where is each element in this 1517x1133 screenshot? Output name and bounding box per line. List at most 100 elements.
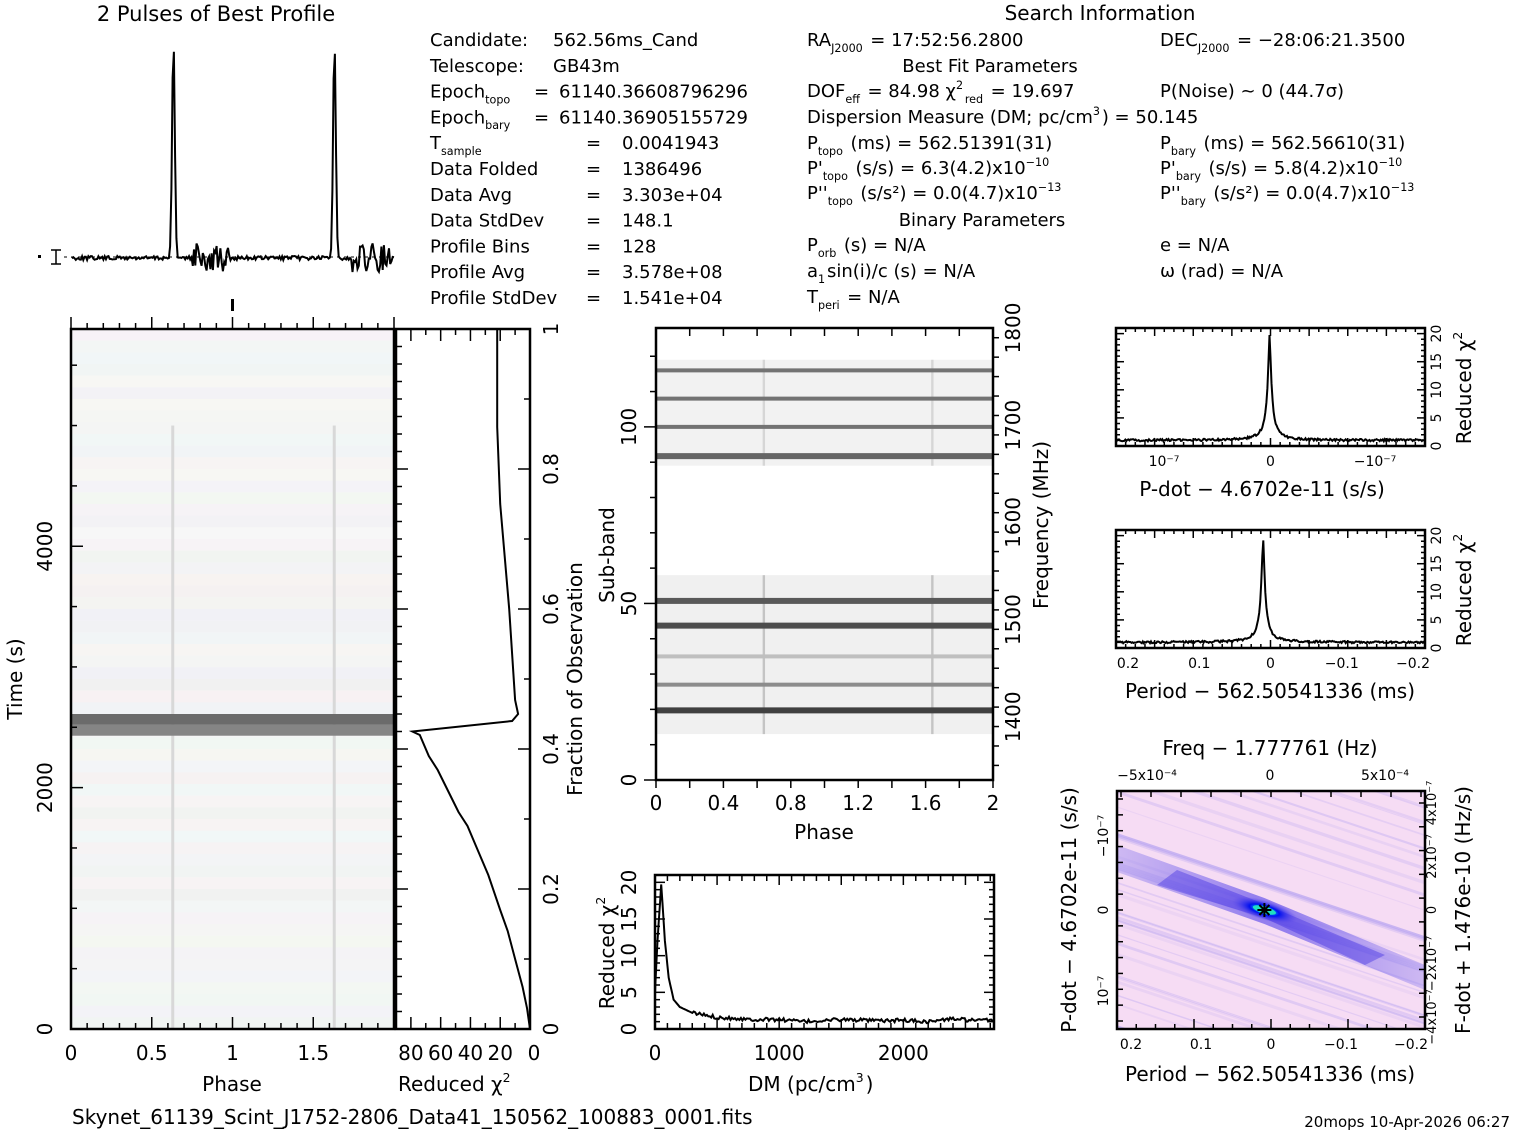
heatmap-row (71, 889, 394, 901)
y-tick-label: 100 (617, 408, 641, 446)
subscript: topo (818, 145, 843, 158)
orbital-period: Porb (s) = N/A (807, 235, 926, 260)
superscript: −10 (1026, 156, 1050, 169)
info-value: 128 (622, 236, 656, 257)
plane-streak (1117, 980, 1263, 1029)
plane-streak (1117, 832, 1425, 938)
y-tick-label: 10⁻⁷ (1096, 976, 1112, 1007)
subscript: J2000 (830, 42, 863, 55)
heatmap-row (71, 830, 394, 843)
y-tick-label: 1 (539, 323, 563, 336)
plane-streak (1117, 832, 1425, 939)
text-span: Epoch (430, 107, 485, 128)
heatmap-row (71, 854, 394, 866)
y-tick-label: 20 (1429, 325, 1445, 343)
plane-streak (1224, 791, 1425, 859)
subband-rfi-band (656, 424, 993, 429)
subscript: bary (485, 119, 511, 132)
heatmap-row (71, 457, 394, 469)
y-tick-label: 10 (1429, 583, 1445, 601)
x-axis-label: Phase (202, 1072, 262, 1096)
y2-tick-label: 2x10⁻⁷ (1425, 834, 1440, 879)
subscript: red (965, 93, 983, 106)
heatmap-row (71, 959, 394, 971)
heatmap-row (71, 329, 394, 341)
y-axis-label: P-dot − 4.6702e-11 (s/s) (1057, 787, 1081, 1033)
x-tick-label: 0.8 (775, 791, 807, 815)
y2-axis-label: F-dot + 1.476e-10 (Hz/s) (1451, 786, 1475, 1034)
text-span: P' (807, 158, 823, 179)
y2-tick-label: 4x10⁻⁷ (1425, 781, 1440, 826)
y-axis-label: Time (s) (3, 638, 27, 720)
info-eq: = (534, 107, 549, 128)
text-span: T (806, 287, 819, 308)
info-eq: = (586, 159, 601, 180)
info-label: Profile Avg (430, 262, 525, 283)
plane-streak (1378, 791, 1425, 807)
pddot-topo: P''topo (s/s²) = 0.0(4.7)x10−13 (807, 181, 1063, 208)
plane-content (1117, 791, 1425, 1029)
chi2-curve (1115, 540, 1426, 646)
y-tick-label: 0 (617, 774, 641, 787)
info-label: Profile Bins (430, 236, 530, 257)
y2-tick-label: 1600 (1001, 497, 1025, 548)
y2-tick-label: −2x10⁻⁷ (1425, 936, 1440, 991)
y-tick-label: 0.6 (539, 593, 563, 625)
y-tick-label: 0 (539, 1023, 563, 1036)
plane-streak (1117, 976, 1274, 1029)
x-tick-label: −0.2 (1394, 1037, 1428, 1053)
x-tick-label: 1.6 (910, 791, 942, 815)
subscript: bary (1171, 145, 1197, 158)
text-span: P (1160, 133, 1171, 154)
heatmap-row (71, 585, 394, 598)
plot-frame (653, 873, 996, 1031)
info-label: Telescope: (429, 56, 524, 77)
x-tick-label: 1.2 (842, 791, 874, 815)
superscript: 2 (1450, 534, 1465, 542)
text-span: P'' (807, 183, 828, 204)
text-span: χ (946, 81, 956, 102)
text-span: DM (pc/cm (748, 1072, 856, 1096)
baseline-reset (510, 1072, 512, 1096)
heatmap-row (71, 772, 394, 784)
y-axis-label: Reduced χ2 (1450, 532, 1476, 646)
info-eq: = (586, 185, 601, 206)
info-label: Candidate: (430, 30, 528, 51)
x-tick-label: 0.2 (1120, 1037, 1142, 1053)
subscript: bary (1181, 195, 1207, 208)
x-axis-label: P-dot − 4.6702e-11 (s/s) (1139, 477, 1385, 501)
heatmap-row (71, 620, 394, 633)
subscript: orb (818, 247, 837, 260)
info-value: 0.0041943 (622, 133, 719, 154)
superscript: 3 (1093, 105, 1100, 118)
subscript: topo (828, 195, 853, 208)
binary-heading: Binary Parameters (899, 210, 1066, 231)
text-span: Reduced χ (1452, 340, 1476, 445)
y2-tick-label: 1500 (1001, 594, 1025, 645)
heatmap-row (71, 597, 394, 609)
chi2-curve (1115, 335, 1426, 444)
info-value: 148.1 (622, 211, 674, 232)
periastron-angle: ω (rad) = N/A (1160, 261, 1284, 282)
heatmap-row (71, 795, 394, 808)
info-value: 3.578e+08 (622, 262, 723, 283)
text-span: (ms) = 562.51391(31) (845, 133, 1053, 154)
y-tick-label: 0 (33, 1023, 57, 1036)
info-label: Data StdDev (430, 211, 545, 232)
text-span: Reduced χ (1452, 542, 1476, 647)
x-tick-label: 1.5 (297, 1041, 329, 1065)
text-span: RA (807, 30, 832, 51)
x-axis-label: Reduced χ2 (398, 1070, 512, 1096)
text-span: DEC (1160, 30, 1198, 51)
plane-streak (1371, 791, 1425, 809)
x-tick-label: 0 (1266, 454, 1275, 470)
y-tick-label: 50 (617, 591, 641, 616)
info-label: Data Folded (430, 159, 538, 180)
info-eq: = (534, 82, 549, 103)
heatmap-row (71, 399, 394, 411)
heatmap-row (71, 562, 394, 574)
p-bary: Pbary (ms) = 562.56610(31) (1160, 133, 1405, 158)
heatmap-row (71, 667, 394, 679)
heatmap-row (71, 434, 394, 446)
